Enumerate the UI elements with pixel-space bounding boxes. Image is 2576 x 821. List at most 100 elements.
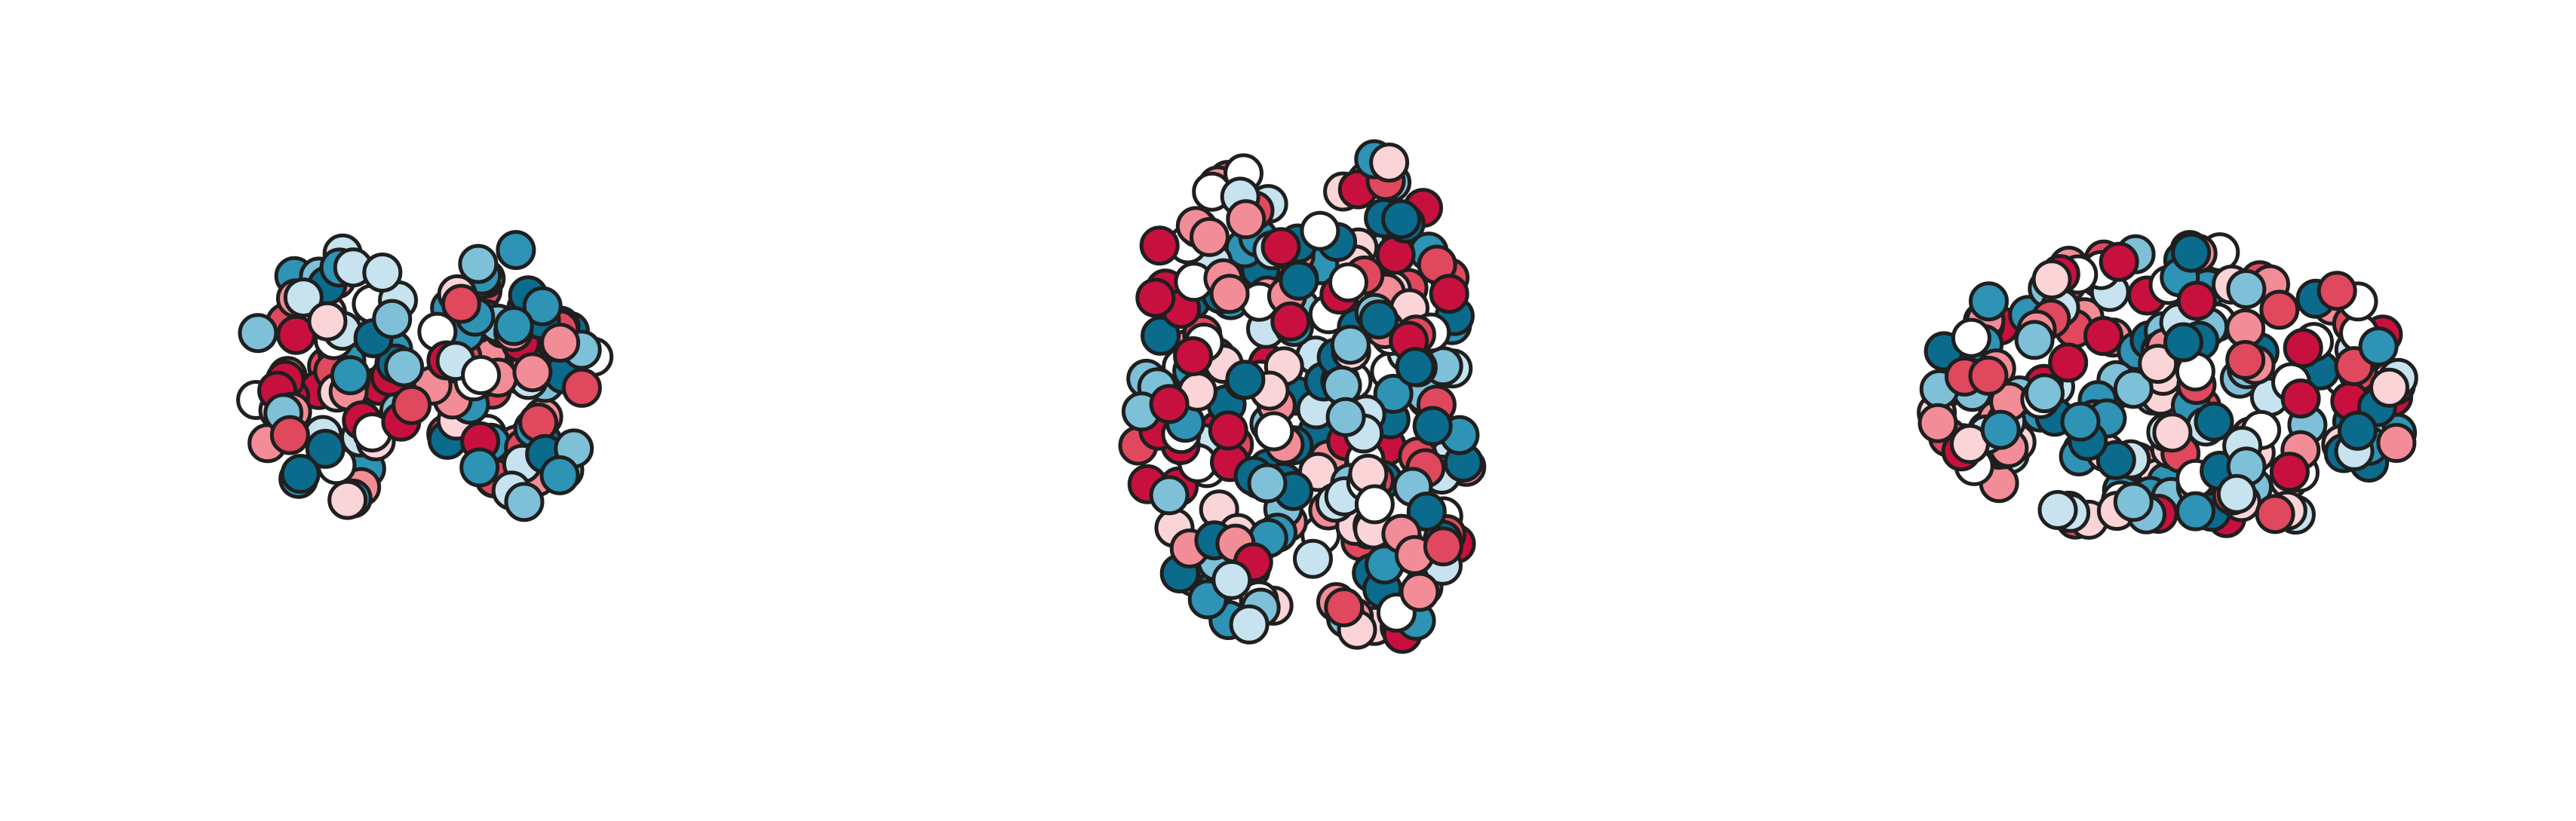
node xyxy=(1247,463,1288,504)
node xyxy=(2317,271,2357,311)
node xyxy=(540,323,581,363)
node xyxy=(2269,452,2310,492)
node xyxy=(493,305,534,346)
node xyxy=(2255,494,2295,535)
node xyxy=(512,352,553,393)
node xyxy=(1324,587,1365,627)
node xyxy=(1190,216,1230,257)
node xyxy=(1225,360,1266,400)
node xyxy=(2099,241,2139,282)
node xyxy=(504,482,545,522)
node xyxy=(1141,315,1181,356)
node xyxy=(1406,492,1447,532)
node xyxy=(1399,571,1440,612)
node xyxy=(1254,411,1294,452)
node xyxy=(2031,259,2072,300)
node xyxy=(458,244,499,284)
node xyxy=(1208,410,1248,451)
node xyxy=(2152,412,2193,453)
node xyxy=(1325,397,1366,437)
node xyxy=(1980,409,2021,450)
node xyxy=(2025,373,2065,414)
node xyxy=(307,301,348,342)
node xyxy=(283,277,324,318)
node xyxy=(1373,373,1414,414)
node xyxy=(269,415,310,455)
node xyxy=(1300,210,1340,251)
node xyxy=(2338,410,2378,451)
node xyxy=(459,447,500,488)
node xyxy=(1412,406,1453,446)
node xyxy=(1951,317,1991,358)
node xyxy=(1173,336,1214,376)
node xyxy=(280,454,321,494)
node xyxy=(1917,403,1958,443)
node xyxy=(2216,473,2257,514)
node xyxy=(2225,340,2266,380)
node xyxy=(238,313,278,354)
node xyxy=(1381,199,1422,240)
node xyxy=(2171,232,2212,273)
node xyxy=(362,253,403,293)
node xyxy=(1229,604,1270,645)
node xyxy=(1226,199,1267,240)
node xyxy=(1969,281,2009,322)
node xyxy=(2280,378,2321,419)
node xyxy=(1260,227,1301,268)
node xyxy=(372,299,413,339)
axial-view xyxy=(1118,139,1487,654)
node xyxy=(1293,538,1333,579)
node xyxy=(2283,328,2323,369)
node xyxy=(1359,299,1399,340)
node xyxy=(384,347,425,388)
node xyxy=(2095,440,2136,480)
node xyxy=(1139,225,1180,266)
node xyxy=(1968,355,2009,396)
node xyxy=(2358,326,2399,366)
node xyxy=(1330,324,1371,365)
node xyxy=(1279,260,1319,301)
node xyxy=(539,455,580,495)
node xyxy=(2226,269,2267,309)
node xyxy=(1211,559,1252,600)
node xyxy=(1209,274,1250,314)
node xyxy=(561,367,602,408)
node xyxy=(1270,301,1311,342)
node xyxy=(1149,384,1190,424)
node xyxy=(1423,526,1463,567)
node xyxy=(2259,289,2300,330)
node xyxy=(2138,344,2178,384)
node xyxy=(1328,262,1368,303)
sagittal-view xyxy=(1917,230,2418,540)
node xyxy=(2194,401,2234,442)
node xyxy=(496,230,536,271)
coronal-view xyxy=(236,230,614,522)
node xyxy=(1149,475,1190,516)
node xyxy=(1429,274,1469,314)
node xyxy=(391,384,432,425)
node xyxy=(2163,322,2203,363)
node xyxy=(1354,484,1395,525)
node xyxy=(2083,316,2123,357)
node xyxy=(1395,347,1435,388)
node xyxy=(2113,369,2154,409)
node xyxy=(441,283,481,324)
node xyxy=(461,355,502,395)
node xyxy=(1369,142,1410,183)
node xyxy=(330,355,370,396)
node xyxy=(2048,342,2089,383)
node xyxy=(1135,277,1176,318)
node xyxy=(2113,482,2154,522)
node xyxy=(2037,490,2078,530)
node xyxy=(2175,491,2215,532)
node xyxy=(2014,320,2055,360)
node xyxy=(2060,401,2101,442)
node xyxy=(327,479,368,520)
node xyxy=(305,428,345,469)
node xyxy=(522,286,563,326)
node xyxy=(2176,280,2217,321)
node xyxy=(2376,423,2417,463)
node xyxy=(2369,367,2409,408)
